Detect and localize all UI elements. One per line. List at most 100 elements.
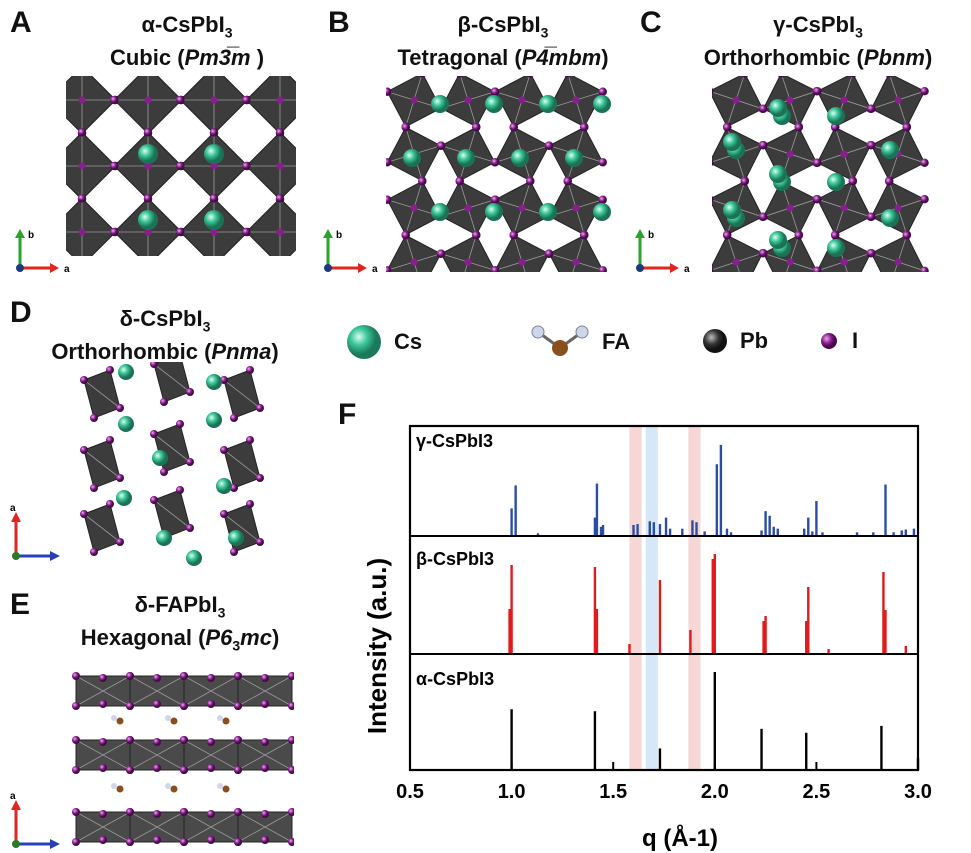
iodine-atom — [572, 204, 580, 212]
iodine-atom — [464, 96, 472, 104]
iodine-atom — [884, 177, 894, 186]
cs-atom — [769, 231, 787, 249]
axis-triad-c: b a — [635, 229, 690, 275]
fa-hydrogen — [217, 715, 223, 721]
iodine-atom — [545, 249, 554, 258]
cs-atom — [206, 412, 222, 428]
iodine-atom — [920, 158, 929, 168]
pbi6-octahedron — [816, 234, 872, 272]
peak-bars — [508, 444, 920, 770]
iodine-atom — [509, 231, 518, 240]
axis-triad-d: a — [10, 503, 60, 561]
octahedron-edge — [75, 675, 131, 707]
legend-cs-label: Cs — [394, 329, 423, 354]
svg-text:a: a — [64, 264, 70, 275]
pbi6-octahedron — [548, 234, 604, 272]
x-tick-label: 0.5 — [396, 781, 424, 803]
iodine-atom — [276, 96, 284, 104]
x-tick-label: 3.0 — [904, 781, 932, 803]
cs-atom — [403, 149, 421, 167]
iodine-atom — [288, 766, 294, 774]
iodine-atom — [464, 258, 472, 266]
delta-cspbi3-structure — [80, 362, 264, 566]
iodine-atom — [288, 736, 294, 744]
iodine-atom — [180, 808, 188, 816]
iodine-atom — [72, 808, 80, 816]
iodine-atom — [180, 672, 188, 680]
iodine-atom — [99, 674, 107, 682]
octahedron-edge — [237, 739, 293, 771]
octahedron-edge — [153, 433, 191, 463]
iodine-atom — [275, 128, 285, 137]
iodine-atom — [867, 212, 876, 222]
iodine-atom — [180, 736, 188, 744]
fa-molecule-icon — [531, 325, 589, 356]
octahedron-edge — [183, 675, 239, 707]
highlight-band — [688, 426, 701, 770]
iodine-atom — [176, 227, 185, 237]
iodine-atom — [176, 161, 185, 171]
cs-atom — [827, 107, 845, 125]
octahedron-edge — [83, 379, 121, 409]
iodine-atom — [72, 766, 80, 774]
iodine-atom — [386, 195, 392, 204]
iodine-atom — [598, 266, 607, 272]
iodine-atom — [410, 258, 418, 266]
iodine-atom — [242, 161, 251, 171]
iodine-atom — [110, 95, 119, 105]
axis-triad-e: a — [10, 791, 60, 849]
iodine-atom — [740, 177, 750, 186]
iodine-atom — [207, 674, 215, 682]
cs-atom — [593, 203, 611, 221]
iodine-atom — [813, 158, 822, 168]
iodine-atom — [186, 458, 194, 466]
octahedron-edge — [183, 811, 239, 843]
fa-carbon — [170, 717, 178, 725]
iodine-atom — [180, 766, 188, 774]
iodine-atom — [894, 204, 902, 212]
iodine-atom — [144, 162, 152, 170]
panel-e-title: δ-FAPbI3 Hexagonal (P63mc) — [80, 592, 280, 654]
pbi6-octahedron — [245, 197, 296, 256]
iodine-atom — [518, 204, 526, 212]
iodine-atom — [90, 414, 98, 422]
iodine-atom — [234, 838, 242, 846]
iodine-atom — [527, 76, 534, 78]
iodine-atom — [712, 87, 714, 95]
iodine-atom — [386, 266, 392, 272]
series-label-beta: β-CsPbI3 — [416, 549, 494, 569]
panel-letter-f: F — [338, 398, 357, 431]
iodine-atom — [106, 500, 114, 508]
octahedron-edge — [223, 379, 261, 409]
iodine-atom — [150, 362, 158, 368]
iodine-atom — [288, 672, 294, 680]
svg-text:a: a — [684, 264, 690, 275]
iodine-atom — [759, 212, 768, 222]
x-axis-label: q (Å-1) — [642, 824, 718, 852]
iodine-atom — [261, 810, 269, 818]
fa-hydrogen — [165, 783, 171, 789]
panel-letter-c: C — [640, 6, 662, 39]
cs-atom — [485, 95, 503, 113]
highlight-band — [629, 426, 642, 770]
octahedron-edge — [129, 739, 185, 771]
octahedron-edge — [153, 499, 191, 529]
iodine-atom — [220, 446, 228, 454]
iodine-atom — [77, 194, 87, 203]
iodine-atom — [99, 738, 107, 746]
iodine-atom — [246, 436, 254, 444]
cs-atom — [118, 364, 134, 380]
iodine-atom — [518, 258, 526, 266]
iodine-atom — [580, 123, 589, 132]
iodine-atom — [153, 700, 161, 708]
iodine-atom — [210, 162, 218, 170]
iodine-atom — [722, 231, 732, 240]
iodine-atom — [920, 86, 929, 96]
octahedron-edge — [223, 449, 261, 479]
iodine-atom — [885, 76, 893, 78]
octahedron-edge — [129, 811, 185, 843]
iodine-atom — [437, 141, 446, 150]
iodine-atom — [150, 430, 158, 438]
iodine-atom — [126, 736, 134, 744]
iodine-atom — [472, 231, 481, 240]
